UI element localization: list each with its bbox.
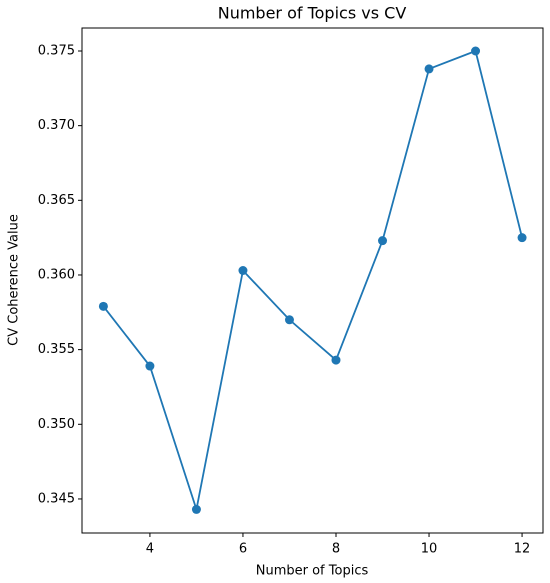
x-tick-label: 8	[332, 542, 340, 557]
x-axis-label: Number of Topics	[256, 564, 369, 579]
y-tick-label: 0.375	[38, 43, 75, 58]
x-tick-label: 12	[514, 542, 531, 557]
point	[471, 46, 481, 56]
x-tick-label: 10	[421, 542, 438, 557]
point	[238, 265, 248, 275]
y-tick-label: 0.350	[38, 417, 75, 432]
point	[517, 233, 527, 243]
point	[145, 361, 155, 371]
x-tick-label: 6	[239, 542, 247, 557]
chart-title: Number of Topics vs CV	[218, 4, 407, 23]
line	[102, 49, 523, 513]
y-tick-label: 0.360	[38, 267, 75, 282]
y-axis-label: CV Coherence Value	[7, 214, 22, 346]
point	[98, 301, 108, 311]
x-tick-label: 4	[146, 542, 154, 557]
point	[284, 315, 294, 325]
y-tick-label: 0.370	[38, 118, 75, 133]
point	[191, 504, 201, 514]
y-tick-label: 0.345	[38, 491, 75, 506]
plot-frame	[81, 27, 544, 534]
y-tick-label: 0.365	[38, 193, 75, 208]
point	[378, 236, 388, 246]
y-tick-label: 0.355	[38, 342, 75, 357]
point	[424, 64, 434, 74]
point	[331, 355, 341, 365]
